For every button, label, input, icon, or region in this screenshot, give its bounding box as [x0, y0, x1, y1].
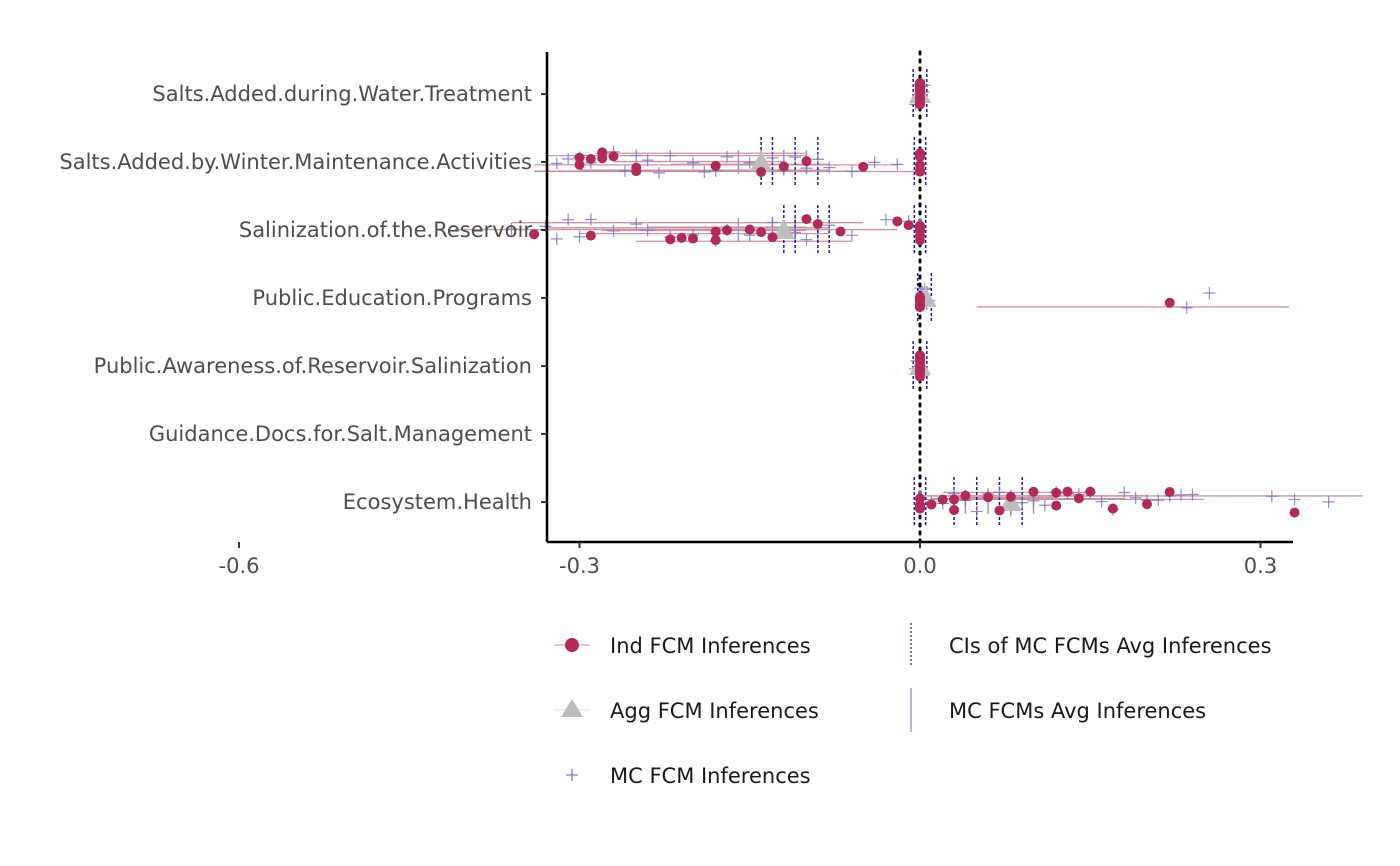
ind-point	[915, 151, 925, 162]
ind-point	[1142, 499, 1152, 510]
ind-point	[574, 152, 585, 163]
ind-point	[812, 219, 823, 230]
ind-point	[903, 220, 914, 231]
legend-label: Ind FCM Inferences	[610, 634, 811, 658]
legend-key-circle	[565, 638, 579, 652]
ind-point	[1085, 486, 1096, 497]
legend-item-ci: CIs of MC FCMs Avg Inferences	[910, 623, 1272, 667]
series-group	[909, 69, 931, 119]
ind-point	[1051, 500, 1062, 511]
series-group	[914, 273, 1289, 323]
ind-point	[858, 161, 869, 172]
ind-point	[665, 234, 676, 245]
category-label: Salts.Added.during.Water.Treatment	[152, 82, 532, 106]
ind-point	[688, 233, 698, 244]
ind-point	[937, 494, 948, 505]
series-group	[908, 341, 931, 391]
ind-point	[835, 226, 846, 237]
ind-point	[1005, 491, 1016, 502]
axes: Salts.Added.during.Water.Treatment Salts.…	[59, 52, 1293, 578]
legend: Ind FCM Inferences Agg FCM Inferences MC F…	[554, 623, 1272, 788]
ind-point	[744, 224, 755, 235]
legend-label: CIs of MC FCMs Avg Inferences	[949, 634, 1272, 658]
ind-point	[915, 501, 925, 512]
ind-point	[1051, 487, 1062, 498]
category-label: Salinization.of.the.Reservoir	[239, 218, 533, 242]
ind-point	[915, 295, 925, 306]
ind-point	[915, 166, 925, 177]
ind-point	[1073, 493, 1084, 504]
ind-point	[915, 98, 925, 109]
ind-point	[585, 154, 596, 165]
ind-point	[608, 151, 619, 162]
ind-point	[529, 229, 540, 240]
ind-point	[1107, 503, 1118, 514]
plot-area	[454, 50, 1363, 544]
ind-point	[597, 147, 608, 158]
legend-label: MC FCMs Avg Inferences	[949, 699, 1206, 723]
ind-point	[1028, 486, 1039, 497]
ind-point	[767, 232, 778, 243]
ind-point	[710, 226, 721, 237]
ind-point	[994, 505, 1005, 516]
ind-point	[801, 214, 812, 225]
ind-point	[801, 156, 812, 167]
x-tick-label: -0.3	[559, 554, 600, 578]
ind-point	[710, 235, 721, 246]
x-tick-label: -0.6	[219, 554, 260, 578]
agg-point	[750, 151, 773, 171]
ind-point	[756, 166, 767, 177]
ind-point	[892, 216, 903, 227]
series-group	[534, 137, 927, 187]
ind-point	[915, 230, 925, 241]
legend-item-ind: Ind FCM Inferences	[554, 634, 811, 658]
series-group	[913, 477, 1363, 527]
legend-key-triangle	[561, 699, 583, 717]
ind-point	[631, 166, 642, 177]
ind-point	[1164, 297, 1175, 308]
legend-label: Agg FCM Inferences	[610, 699, 819, 723]
ind-point	[585, 230, 596, 241]
legend-label: MC FCM Inferences	[610, 764, 811, 788]
agg-point	[772, 219, 795, 239]
ind-point	[949, 494, 960, 505]
ind-point	[1062, 486, 1073, 497]
legend-item-mc: MC FCM Inferences	[566, 764, 811, 788]
ind-point	[915, 89, 925, 100]
ind-point	[756, 227, 767, 238]
ind-point	[722, 225, 733, 236]
x-tick-label: 0.0	[903, 554, 936, 578]
ind-point	[1289, 507, 1300, 518]
legend-item-agg: Agg FCM Inferences	[554, 699, 819, 723]
ind-point	[778, 161, 789, 172]
ind-point	[676, 232, 687, 243]
ind-point	[915, 354, 925, 365]
category-label: Guidance.Docs.for.Salt.Management	[149, 422, 532, 446]
ind-point	[1164, 486, 1175, 497]
series-group	[454, 205, 927, 255]
ind-point	[915, 79, 925, 90]
category-label: Salts.Added.by.Winter.Maintenance.Activi…	[59, 150, 532, 174]
ind-point	[960, 490, 971, 501]
ind-point	[983, 492, 994, 503]
x-tick-label: 0.3	[1244, 554, 1277, 578]
category-label: Public.Education.Programs	[252, 286, 532, 310]
ind-point	[926, 499, 937, 510]
category-label: Ecosystem.Health	[343, 490, 532, 514]
ind-point	[949, 505, 960, 516]
ind-point	[574, 159, 585, 170]
legend-item-mc_avg: MC FCMs Avg Inferences	[910, 688, 1206, 732]
category-label: Public.Awareness.of.Reservoir.Salinizati…	[94, 354, 532, 378]
ind-point	[710, 160, 721, 171]
